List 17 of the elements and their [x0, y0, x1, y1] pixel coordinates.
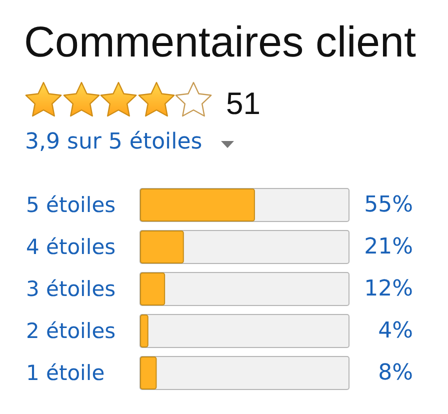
- bar: [140, 272, 166, 306]
- data-label: 12%: [364, 276, 413, 302]
- text: 51: [226, 86, 260, 121]
- y-tick-label: 1 étoile: [26, 361, 105, 385]
- bar: [140, 314, 148, 348]
- y-tick-label: 4 étoiles: [26, 235, 116, 259]
- chart-title: Commentaires client: [24, 18, 416, 66]
- y-tick-label: 3 étoiles: [26, 277, 116, 301]
- data-label: 8%: [378, 360, 413, 386]
- text: 3,9 sur 5 étoiles: [25, 130, 202, 154]
- bar: [140, 356, 157, 390]
- data-label: 4%: [378, 318, 413, 344]
- y-tick-label: 2 étoiles: [26, 319, 116, 343]
- data-label: 21%: [364, 234, 413, 260]
- bar: [140, 230, 184, 264]
- data-label: 55%: [364, 192, 413, 218]
- y-tick-label: 5 étoiles: [26, 193, 116, 217]
